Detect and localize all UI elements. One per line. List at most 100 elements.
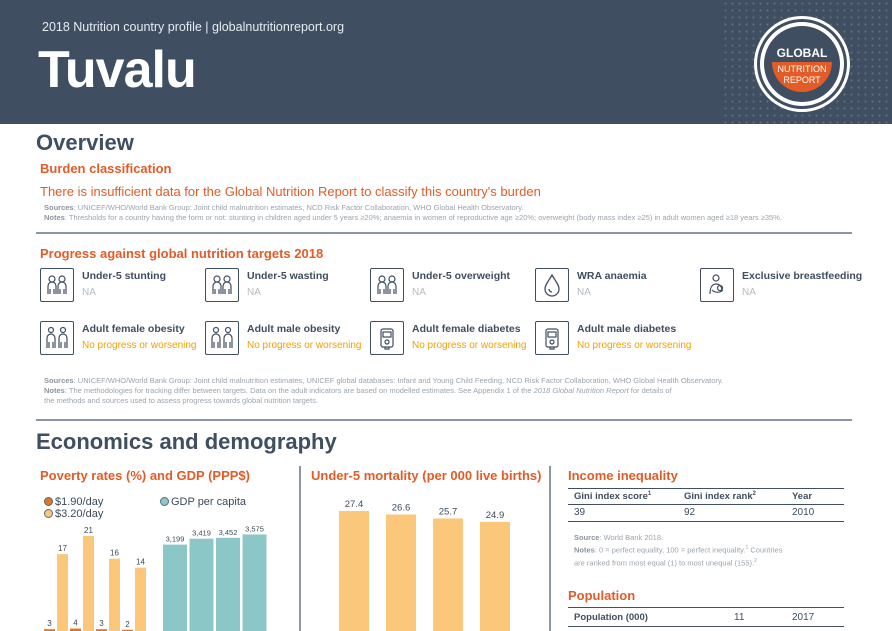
bar-gdp <box>242 534 267 631</box>
population-year: 2017 <box>792 612 815 623</box>
two-children-icon <box>205 268 239 302</box>
burden-sources: Sources: UNICEF/WHO/World Bank Group: Jo… <box>44 203 782 222</box>
target-label: Adult male obesity <box>247 323 341 335</box>
mortality-chart: 27.4 26.6 25.7 24.9 <box>339 499 510 631</box>
bar-190 <box>70 628 81 631</box>
glucose-meter-icon <box>535 321 569 355</box>
bar-320-label: 16 <box>110 549 119 558</box>
blood-drop-icon <box>535 268 569 302</box>
bar-mortality <box>339 511 369 631</box>
target-status: No progress or worsening <box>82 340 197 351</box>
gini-rank-value: 92 <box>684 507 696 518</box>
bar-190 <box>122 629 133 631</box>
bar-gdp <box>216 537 240 631</box>
burden-heading: Burden classification <box>40 161 172 176</box>
bar-mortality <box>433 518 463 631</box>
bar-320 <box>83 536 94 631</box>
target-label: WRA anaemia <box>577 270 647 282</box>
gini-score-header: Gini index score1 <box>574 491 652 503</box>
bar-320 <box>109 558 120 631</box>
bar-gdp-label: 3,575 <box>245 524 264 533</box>
column-divider <box>549 466 551 631</box>
target-adult-female-obesity: Adult female obesity No progress or worse… <box>40 321 200 361</box>
legend-dot-icon <box>44 497 53 506</box>
bar-gdp-label: 3,452 <box>219 528 238 537</box>
target-wra-anaemia: WRA anaemia NA <box>535 268 695 308</box>
target-under-5-stunting: Under-5 stunting NA <box>40 268 200 308</box>
bar-mortality <box>386 514 416 631</box>
target-status: No progress or worsening <box>412 340 527 351</box>
economics-heading: Economics and demography <box>36 429 337 454</box>
bar-190-label: 3 <box>47 619 52 628</box>
progress-heading: Progress against global nutrition target… <box>40 246 324 261</box>
gnr-logo: GLOBAL NUTRITION REPORT <box>757 19 847 109</box>
gini-year-value: 2010 <box>792 507 815 518</box>
header-subtitle: 2018 Nutrition country profile | globaln… <box>42 20 345 34</box>
target-status: NA <box>247 287 261 298</box>
target-adult-male-diabetes: Adult male diabetes No progress or worsen… <box>535 321 695 361</box>
two-adults-icon <box>205 321 239 355</box>
legend-190: $1.90/day <box>44 496 103 508</box>
page-header: 2018 Nutrition country profile | globaln… <box>0 0 892 124</box>
glucose-meter-icon <box>370 321 404 355</box>
population-label: Population (000) <box>574 612 648 623</box>
target-label: Adult male diabetes <box>577 323 677 335</box>
target-status: NA <box>577 287 591 298</box>
bar-190-label: 2 <box>125 620 130 629</box>
population-heading: Population <box>568 588 636 603</box>
progress-sources: Sources: UNICEF/WHO/World Bank Group: Jo… <box>44 376 724 405</box>
poverty-chart: 3 17 4 21 3 16 2 14 3,199 3,419 3,452 3,575 <box>44 524 267 631</box>
target-status: NA <box>412 287 426 298</box>
legend-dot-icon <box>44 509 53 518</box>
bar-320-label: 14 <box>136 558 145 567</box>
target-label: Under-5 stunting <box>82 270 166 282</box>
bar-gdp-label: 3,419 <box>192 529 211 538</box>
target-under-5-overweight: Under-5 overweight NA <box>370 268 530 308</box>
gini-score-value: 39 <box>574 507 586 518</box>
bar-gdp <box>163 544 187 631</box>
logo-word-report: REPORT <box>783 75 821 85</box>
two-children-icon <box>370 268 404 302</box>
section-divider <box>36 419 852 421</box>
bar-mortality-label: 24.9 <box>486 510 505 521</box>
population-value: 11 <box>734 612 745 623</box>
two-children-icon <box>40 268 74 302</box>
two-adults-icon <box>40 321 74 355</box>
bar-mortality-label: 26.6 <box>392 503 411 514</box>
bar-320-label: 17 <box>58 544 67 553</box>
column-divider <box>299 466 301 631</box>
overview-heading: Overview <box>36 130 134 155</box>
target-status: No progress or worsening <box>577 340 692 351</box>
bar-mortality-label: 25.7 <box>439 506 458 517</box>
income-heading: Income inequality <box>568 468 678 483</box>
gini-rank-header: Gini index rank2 <box>684 491 756 503</box>
logo-word-nutrition: NUTRITION <box>777 64 827 74</box>
country-title: Tuvalu <box>38 41 197 99</box>
bar-190-label: 3 <box>99 619 104 628</box>
section-divider <box>36 232 852 234</box>
target-label: Adult female diabetes <box>412 323 521 335</box>
legend-gdp: GDP per capita <box>160 496 246 508</box>
legend-320: $3.20/day <box>44 508 103 520</box>
gini-year-header: Year <box>792 491 813 502</box>
bar-gdp <box>189 538 214 631</box>
bar-mortality <box>480 521 510 631</box>
bar-190 <box>44 629 55 631</box>
bar-gdp-label: 3,199 <box>166 535 185 544</box>
breastfeeding-icon <box>700 268 734 302</box>
target-label: Under-5 wasting <box>247 270 329 282</box>
target-status: No progress or worsening <box>247 340 362 351</box>
target-label: Adult female obesity <box>82 323 185 335</box>
mortality-heading: Under-5 mortality (per 000 live births) <box>311 468 542 483</box>
target-under-5-wasting: Under-5 wasting NA <box>205 268 365 308</box>
bar-190 <box>96 629 107 631</box>
burden-text: There is insufficient data for the Globa… <box>40 184 541 199</box>
target-status: NA <box>742 287 756 298</box>
target-adult-female-diabetes: Adult female diabetes No progress or wors… <box>370 321 530 361</box>
target-label: Under-5 overweight <box>412 270 511 282</box>
target-adult-male-obesity: Adult male obesity No progress or worseni… <box>205 321 365 361</box>
target-label: Exclusive breastfeeding <box>742 270 863 282</box>
bar-320-label: 21 <box>84 526 93 535</box>
bar-320 <box>135 567 146 631</box>
poverty-heading: Poverty rates (%) and GDP (PPP$) <box>40 468 250 483</box>
